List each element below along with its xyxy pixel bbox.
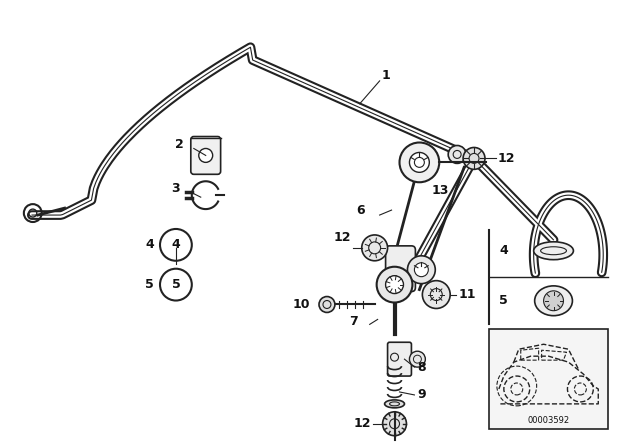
Ellipse shape [534, 286, 572, 316]
Circle shape [422, 280, 450, 309]
Circle shape [415, 263, 428, 277]
Circle shape [448, 146, 466, 164]
Text: 3: 3 [172, 182, 180, 195]
Circle shape [362, 235, 388, 261]
Circle shape [319, 297, 335, 312]
Text: 6: 6 [356, 203, 365, 216]
Text: 12: 12 [353, 417, 371, 430]
Text: 7: 7 [349, 315, 358, 328]
Text: 9: 9 [417, 388, 426, 401]
Circle shape [199, 148, 212, 162]
Text: 2: 2 [175, 138, 183, 151]
Circle shape [408, 256, 435, 284]
Circle shape [410, 351, 426, 367]
Text: 5: 5 [499, 294, 508, 307]
Text: 11: 11 [458, 288, 476, 301]
Text: 00003592: 00003592 [527, 416, 570, 425]
Circle shape [543, 291, 563, 311]
Circle shape [377, 267, 412, 302]
Text: 1: 1 [381, 69, 390, 82]
Text: 8: 8 [417, 361, 426, 374]
Circle shape [383, 412, 406, 435]
FancyBboxPatch shape [385, 246, 415, 292]
Bar [489, 329, 608, 429]
Text: 10: 10 [292, 298, 310, 311]
FancyBboxPatch shape [388, 342, 412, 376]
Text: 12: 12 [333, 232, 351, 245]
Text: 4: 4 [499, 244, 508, 257]
Circle shape [399, 142, 439, 182]
FancyBboxPatch shape [191, 137, 221, 174]
Ellipse shape [534, 242, 573, 260]
Text: 5: 5 [145, 278, 154, 291]
Text: 4: 4 [172, 238, 180, 251]
Circle shape [463, 147, 485, 169]
Text: 13: 13 [431, 184, 449, 197]
Ellipse shape [385, 400, 404, 408]
Text: 5: 5 [172, 278, 180, 291]
Circle shape [410, 152, 429, 172]
Text: 12: 12 [498, 152, 515, 165]
Circle shape [385, 276, 403, 293]
Text: 4: 4 [145, 238, 154, 251]
